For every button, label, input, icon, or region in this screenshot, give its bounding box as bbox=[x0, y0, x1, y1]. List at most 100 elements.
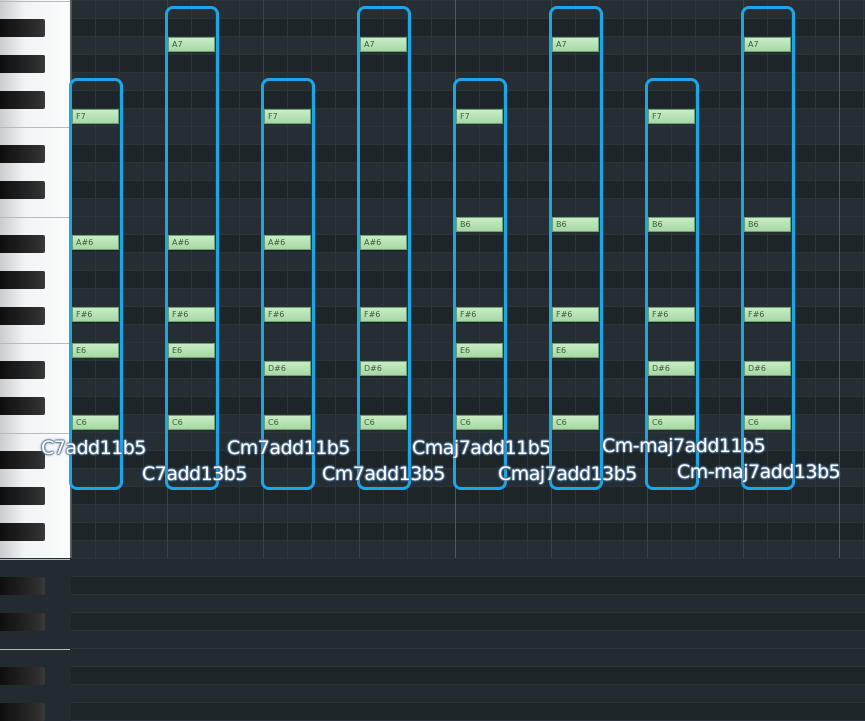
chord-name-label: Cm-maj7add13b5 bbox=[677, 461, 841, 483]
grid-row-sharp bbox=[71, 181, 865, 199]
piano-black-key[interactable] bbox=[0, 487, 45, 505]
piano-black-key[interactable] bbox=[0, 451, 45, 469]
piano-keyboard[interactable] bbox=[0, 0, 71, 721]
note-block[interactable]: C6 bbox=[72, 415, 119, 430]
grid-row-line bbox=[71, 90, 865, 91]
piano-black-key[interactable] bbox=[0, 145, 45, 163]
grid-row-line bbox=[71, 72, 865, 73]
grid-column-line bbox=[575, 0, 576, 558]
note-block[interactable]: F#6 bbox=[456, 307, 503, 322]
note-block[interactable]: A#6 bbox=[168, 235, 215, 250]
piano-black-key[interactable] bbox=[0, 235, 45, 253]
piano-black-key[interactable] bbox=[0, 667, 45, 685]
grid-row-line bbox=[71, 558, 865, 559]
grid-row-sharp bbox=[71, 19, 865, 37]
note-block[interactable]: C6 bbox=[168, 415, 215, 430]
grid-column-line bbox=[791, 0, 792, 558]
note-block[interactable]: D#6 bbox=[648, 361, 695, 376]
piano-key-divider bbox=[0, 1, 70, 2]
grid-row-line bbox=[71, 360, 865, 361]
grid-row-line bbox=[71, 234, 865, 235]
piano-black-key[interactable] bbox=[0, 19, 45, 37]
note-block[interactable]: E6 bbox=[552, 343, 599, 358]
chord-name-label: C7add11b5 bbox=[41, 437, 146, 459]
piano-black-key[interactable] bbox=[0, 577, 45, 595]
note-block[interactable]: B6 bbox=[648, 217, 695, 232]
grid-row-sharp bbox=[71, 145, 865, 163]
grid-column-line bbox=[191, 0, 192, 558]
note-block[interactable]: C6 bbox=[456, 415, 503, 430]
note-block[interactable]: F7 bbox=[72, 109, 119, 124]
note-block[interactable]: D#6 bbox=[744, 361, 791, 376]
note-block[interactable]: C6 bbox=[264, 415, 311, 430]
piano-black-key[interactable] bbox=[0, 91, 45, 109]
grid-row-line bbox=[71, 0, 865, 1]
note-block[interactable]: B6 bbox=[456, 217, 503, 232]
piano-black-key[interactable] bbox=[0, 613, 45, 631]
note-block[interactable]: A#6 bbox=[360, 235, 407, 250]
grid-row-line bbox=[71, 378, 865, 379]
grid-row-line bbox=[71, 648, 865, 649]
note-block[interactable]: A7 bbox=[360, 37, 407, 52]
grid-row-sharp bbox=[71, 577, 865, 595]
note-block[interactable]: D#6 bbox=[360, 361, 407, 376]
chord-name-label: Cmaj7add11b5 bbox=[412, 437, 551, 459]
piano-key-divider bbox=[0, 343, 70, 344]
note-block[interactable]: C6 bbox=[360, 415, 407, 430]
grid-row-line bbox=[71, 414, 865, 415]
note-block[interactable]: C6 bbox=[648, 415, 695, 430]
chord-name-label: Cm7add11b5 bbox=[227, 437, 350, 459]
note-block[interactable]: A#6 bbox=[72, 235, 119, 250]
grid-row-line bbox=[71, 36, 865, 37]
note-block[interactable]: F7 bbox=[648, 109, 695, 124]
piano-black-key[interactable] bbox=[0, 397, 45, 415]
note-block[interactable]: F7 bbox=[264, 109, 311, 124]
chord-highlight-box bbox=[645, 78, 699, 490]
note-block[interactable]: F#6 bbox=[168, 307, 215, 322]
grid-row-line bbox=[71, 54, 865, 55]
note-block[interactable]: B6 bbox=[744, 217, 791, 232]
note-block[interactable]: B6 bbox=[552, 217, 599, 232]
piano-black-key[interactable] bbox=[0, 55, 45, 73]
note-block[interactable]: C6 bbox=[744, 415, 791, 430]
piano-black-key[interactable] bbox=[0, 703, 45, 721]
grid-row-sharp bbox=[71, 703, 865, 721]
note-block[interactable]: A7 bbox=[744, 37, 791, 52]
piano-key-divider bbox=[0, 433, 70, 434]
grid-column-line bbox=[119, 0, 120, 558]
note-block[interactable]: F#6 bbox=[552, 307, 599, 322]
note-block[interactable]: F7 bbox=[456, 109, 503, 124]
piano-black-key[interactable] bbox=[0, 271, 45, 289]
note-block[interactable]: E6 bbox=[168, 343, 215, 358]
grid-column-line bbox=[215, 0, 216, 558]
grid-row-line bbox=[71, 522, 865, 523]
piano-black-key[interactable] bbox=[0, 361, 45, 379]
grid-row-line bbox=[71, 144, 865, 145]
note-block[interactable]: E6 bbox=[456, 343, 503, 358]
note-block[interactable]: F#6 bbox=[648, 307, 695, 322]
grid-column-line bbox=[239, 0, 240, 558]
piano-black-key[interactable] bbox=[0, 181, 45, 199]
note-block[interactable]: F#6 bbox=[744, 307, 791, 322]
note-block[interactable]: D#6 bbox=[264, 361, 311, 376]
note-block[interactable]: F#6 bbox=[264, 307, 311, 322]
grid-row-sharp bbox=[71, 451, 865, 469]
note-block[interactable]: C6 bbox=[552, 415, 599, 430]
note-block[interactable]: A7 bbox=[552, 37, 599, 52]
grid-row-sharp bbox=[71, 487, 865, 505]
grid-column-line bbox=[479, 0, 480, 558]
grid-column-line bbox=[767, 0, 768, 558]
piano-black-key[interactable] bbox=[0, 523, 45, 541]
note-block[interactable]: F#6 bbox=[72, 307, 119, 322]
piano-key-divider bbox=[0, 217, 70, 218]
grid-row-line bbox=[71, 198, 865, 199]
grid-row-line bbox=[71, 540, 865, 541]
note-block[interactable]: A7 bbox=[168, 37, 215, 52]
note-block[interactable]: E6 bbox=[72, 343, 119, 358]
chord-highlight-box bbox=[261, 78, 315, 490]
note-block[interactable]: F#6 bbox=[360, 307, 407, 322]
grid-row-line bbox=[71, 450, 865, 451]
chord-highlight-box bbox=[69, 78, 123, 490]
note-block[interactable]: A#6 bbox=[264, 235, 311, 250]
piano-black-key[interactable] bbox=[0, 307, 45, 325]
